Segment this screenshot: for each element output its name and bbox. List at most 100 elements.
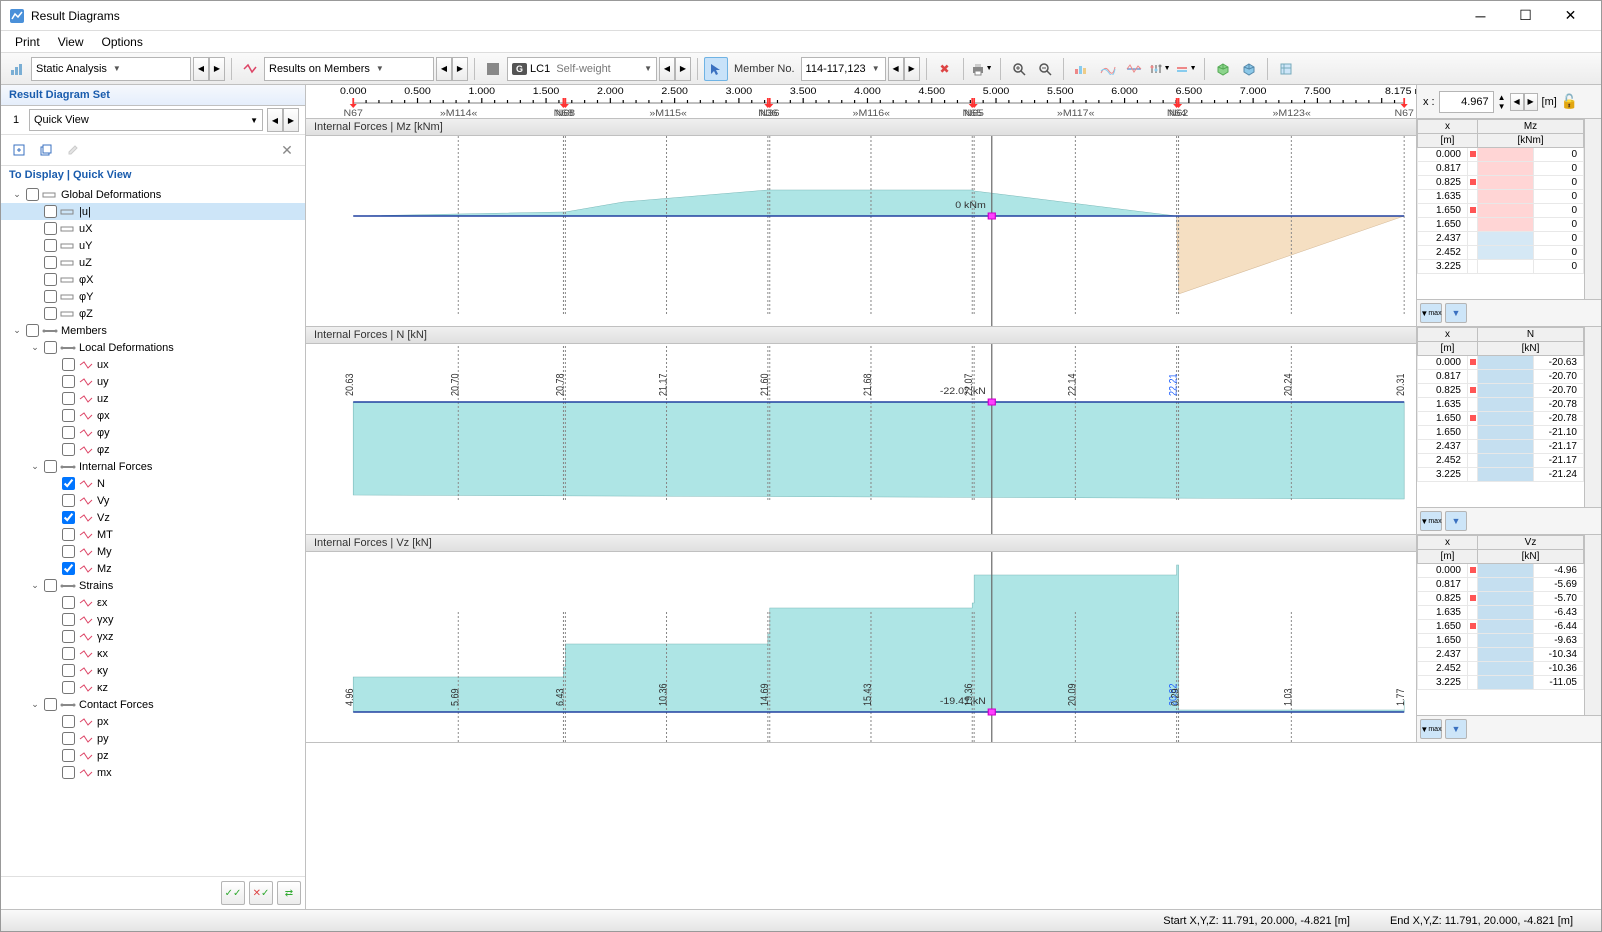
lock-icon[interactable]: 🔓 [1561, 93, 1578, 110]
display-mode-3[interactable] [1122, 57, 1146, 81]
table-scrollbar[interactable] [1584, 119, 1601, 299]
data-table[interactable]: xMz[m][kNm]0.00000.81700.82501.63501.650… [1417, 119, 1584, 299]
tree-item-xz[interactable]: γxz [1, 628, 305, 645]
tree-item-y[interactable]: φy [1, 424, 305, 441]
delete-set-button[interactable]: ✕ [275, 138, 299, 162]
close-button[interactable]: ✕ [1548, 2, 1593, 30]
minimize-button[interactable]: ─ [1458, 2, 1503, 30]
menu-print[interactable]: Print [7, 33, 48, 51]
filter-button[interactable]: ▼ [1445, 719, 1467, 739]
analysis-prev[interactable]: ◀ [193, 57, 209, 81]
set-next[interactable]: ▶ [283, 108, 299, 132]
menu-options[interactable]: Options [93, 33, 150, 51]
tree-item-x[interactable]: φx [1, 407, 305, 424]
tree-item-mz[interactable]: Mz [1, 560, 305, 577]
ruler[interactable]: 0.0000.5001.0001.5002.0002.5003.0003.500… [306, 85, 1416, 118]
set-name-dropdown[interactable]: Quick View▼ [29, 109, 263, 131]
diagram-canvas[interactable]: -22.07 kN20.6320.7020.7821.1721.6021.682… [306, 344, 1416, 534]
tree-item-uz[interactable]: uz [1, 390, 305, 407]
tree-item-x[interactable]: εx [1, 594, 305, 611]
loadcase-dropdown[interactable]: G LC1 Self-weight ▼ [507, 57, 657, 81]
expand-all-button[interactable]: ⇄ [277, 881, 301, 905]
settings-button[interactable] [1274, 57, 1298, 81]
tree-item-y[interactable]: φY [1, 288, 305, 305]
x-next[interactable]: ▶ [1524, 93, 1538, 111]
tree-item-px[interactable]: px [1, 713, 305, 730]
display-mode-4[interactable]: ▼ [1148, 57, 1172, 81]
tree-item-mt[interactable]: MT [1, 526, 305, 543]
zoom-out-button[interactable] [1033, 57, 1057, 81]
filter-max-button[interactable]: ▼max [1420, 511, 1442, 531]
results-prev[interactable]: ◀ [436, 57, 452, 81]
tree-item-xy[interactable]: γxy [1, 611, 305, 628]
clear-button[interactable]: ✖ [933, 57, 957, 81]
tree-item-n[interactable]: N [1, 475, 305, 492]
lc-prev[interactable]: ◀ [659, 57, 675, 81]
tree-item-uz[interactable]: uZ [1, 254, 305, 271]
copy-set-button[interactable] [34, 138, 58, 162]
tree-item-strains[interactable]: ⌄Strains [1, 577, 305, 594]
tree-item-localdeformations[interactable]: ⌄Local Deformations [1, 339, 305, 356]
diagram-canvas[interactable]: 0 kNm [306, 136, 1416, 326]
tree-item-u[interactable]: |u| [1, 203, 305, 220]
filter-button[interactable]: ▼ [1445, 511, 1467, 531]
tree-item-x[interactable]: κx [1, 645, 305, 662]
tree-view[interactable]: ⌄Global Deformations|u|uXuYuZφXφYφZ⌄Memb… [1, 184, 305, 876]
display-mode-2[interactable] [1096, 57, 1120, 81]
table-scrollbar[interactable] [1584, 327, 1601, 507]
tree-item-x[interactable]: φX [1, 271, 305, 288]
x-position-input[interactable] [1439, 91, 1494, 113]
print-button[interactable]: ▼ [970, 57, 994, 81]
data-table[interactable]: xN[m][kN]0.000-20.630.817-20.700.825-20.… [1417, 327, 1584, 507]
tree-item-py[interactable]: py [1, 730, 305, 747]
analysis-next[interactable]: ▶ [209, 57, 225, 81]
view-3d-1[interactable] [1211, 57, 1235, 81]
tree-item-y[interactable]: κy [1, 662, 305, 679]
data-table[interactable]: xVz[m][kN]0.000-4.960.817-5.690.825-5.70… [1417, 535, 1584, 715]
tree-item-globaldeformations[interactable]: ⌄Global Deformations [1, 186, 305, 203]
filter-max-button[interactable]: ▼max [1420, 303, 1442, 323]
menu-view[interactable]: View [50, 33, 92, 51]
tree-item-uy[interactable]: uy [1, 373, 305, 390]
tree-item-z[interactable]: κz [1, 679, 305, 696]
member-no-input[interactable]: 114-117,123▼ [801, 57, 886, 81]
select-mode-button[interactable] [704, 57, 728, 81]
check-all-button[interactable]: ✓✓ [221, 881, 245, 905]
set-prev[interactable]: ◀ [267, 108, 283, 132]
table-scrollbar[interactable] [1584, 535, 1601, 715]
zoom-in-button[interactable] [1007, 57, 1031, 81]
member-prev[interactable]: ◀ [888, 57, 904, 81]
maximize-button[interactable]: ☐ [1503, 2, 1548, 30]
diagram-canvas[interactable]: -19.41 kN4.965.696.4310.3614.6915.4319.3… [306, 552, 1416, 742]
tree-item-vz[interactable]: Vz [1, 509, 305, 526]
display-mode-1[interactable] [1070, 57, 1094, 81]
svg-text:N65: N65 [964, 109, 984, 119]
x-spinner[interactable]: ▲▼ [1498, 93, 1506, 111]
tree-item-uy[interactable]: uY [1, 237, 305, 254]
tree-item-mx[interactable]: mx [1, 764, 305, 781]
new-set-button[interactable] [7, 138, 31, 162]
tree-item-z[interactable]: φZ [1, 305, 305, 322]
analysis-dropdown[interactable]: Static Analysis▼ [31, 57, 191, 81]
tree-item-internalforces[interactable]: ⌄Internal Forces [1, 458, 305, 475]
filter-button[interactable]: ▼ [1445, 303, 1467, 323]
edit-set-button[interactable] [61, 138, 85, 162]
tree-item-ux[interactable]: uX [1, 220, 305, 237]
tree-item-members[interactable]: ⌄Members [1, 322, 305, 339]
diagram-area: 0.0000.5001.0001.5002.0002.5003.0003.500… [306, 85, 1601, 909]
tree-item-ux[interactable]: ux [1, 356, 305, 373]
tree-item-my[interactable]: My [1, 543, 305, 560]
member-next[interactable]: ▶ [904, 57, 920, 81]
lc-next[interactable]: ▶ [675, 57, 691, 81]
tree-item-z[interactable]: φz [1, 441, 305, 458]
tree-item-pz[interactable]: pz [1, 747, 305, 764]
results-next[interactable]: ▶ [452, 57, 468, 81]
results-dropdown[interactable]: Results on Members▼ [264, 57, 434, 81]
filter-max-button[interactable]: ▼max [1420, 719, 1442, 739]
tree-item-contactforces[interactable]: ⌄Contact Forces [1, 696, 305, 713]
x-prev[interactable]: ◀ [1510, 93, 1524, 111]
view-3d-2[interactable] [1237, 57, 1261, 81]
tree-item-vy[interactable]: Vy [1, 492, 305, 509]
uncheck-all-button[interactable]: ✕✓ [249, 881, 273, 905]
display-mode-5[interactable]: ▼ [1174, 57, 1198, 81]
